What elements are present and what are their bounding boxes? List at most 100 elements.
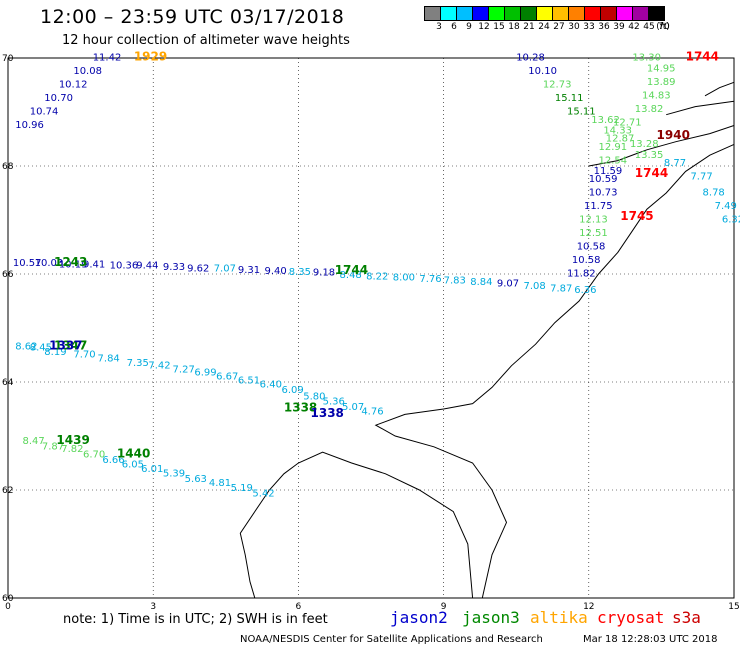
wave-height-value: 4.76 xyxy=(361,406,383,417)
wave-height-value: 12.51 xyxy=(579,228,608,239)
legend-label: 39 xyxy=(613,22,625,32)
wave-height-value: 7.82 xyxy=(61,444,83,455)
wave-height-value: 9.62 xyxy=(187,263,209,274)
wave-height-value: 15.11 xyxy=(567,107,596,118)
wave-height-value: 9.41 xyxy=(83,260,105,271)
legend-label: 42 xyxy=(628,22,640,32)
wave-height-value: 8.84 xyxy=(470,277,492,288)
wave-height-value: 5.39 xyxy=(163,469,185,480)
wave-height-value: 10.10 xyxy=(528,66,557,77)
wave-height-value: 8.77 xyxy=(664,158,686,169)
wave-height-value: 12.91 xyxy=(598,142,627,153)
wave-height-value: 10.12 xyxy=(59,80,88,91)
lat-tick-label: 64 xyxy=(2,378,14,388)
legend-label: (ft) xyxy=(656,22,670,32)
legend-altika: altika xyxy=(530,608,588,627)
wave-height-value: 6.66 xyxy=(102,455,124,466)
wave-height-value: 7.83 xyxy=(444,276,466,287)
lon-tick-label: 6 xyxy=(296,602,302,612)
wave-height-value: 14.33 xyxy=(603,126,632,137)
pass-time-label: 1347 xyxy=(54,339,87,353)
color-scale-legend xyxy=(424,6,665,21)
wave-height-value: 6.01 xyxy=(141,464,163,475)
lat-tick-label: 68 xyxy=(2,162,14,172)
wave-height-value: 7.35 xyxy=(127,358,149,369)
legend-swatch xyxy=(649,7,664,20)
lat-tick-label: 66 xyxy=(2,270,14,280)
wave-height-value: 9.18 xyxy=(313,268,335,279)
legend-label: 3 xyxy=(436,22,442,32)
lon-tick-label: 0 xyxy=(5,602,11,612)
wave-height-value: 15.11 xyxy=(555,93,584,104)
wave-height-value: 6.99 xyxy=(194,368,216,379)
map-title: 12:00 – 23:59 UTC 03/17/2018 xyxy=(40,6,345,28)
legend-label: 15 xyxy=(493,22,505,32)
wave-height-value: 10.28 xyxy=(516,53,545,64)
wave-height-value: 13.82 xyxy=(635,104,664,115)
wave-height-value: 14.95 xyxy=(647,64,676,75)
wave-height-value: 9.40 xyxy=(265,266,287,277)
wave-height-value: 8.78 xyxy=(703,188,725,199)
wave-height-value: 8.22 xyxy=(366,271,388,282)
wave-height-value: 9.33 xyxy=(163,262,185,273)
wave-height-value: 7.77 xyxy=(690,172,712,183)
legend-label: 70 xyxy=(658,22,670,32)
legend-jason3: jason3 xyxy=(462,608,520,627)
legend-swatch xyxy=(457,7,473,20)
wave-height-value: 6.67 xyxy=(216,371,238,382)
wave-height-value: 10.03 xyxy=(35,258,64,269)
coastline-segment xyxy=(666,100,735,116)
legend-swatch xyxy=(537,7,553,20)
legend-swatch xyxy=(601,7,617,20)
wave-height-value: 6.09 xyxy=(281,385,303,396)
wave-height-value: 7.70 xyxy=(73,350,95,361)
wave-height-observations: 11.42 10.08 10.12 10.70 10.74 10.96 10.28 10.10… xyxy=(13,53,740,500)
wave-height-value: 11.42 xyxy=(93,53,122,64)
wave-height-value: 10.70 xyxy=(44,93,73,104)
wave-height-value: 7.07 xyxy=(214,263,236,274)
wave-height-value: 7.87 xyxy=(550,283,572,294)
lat-tick-label: 62 xyxy=(2,486,13,496)
lon-tick-label: 3 xyxy=(150,602,156,612)
pass-time-label: 1439 xyxy=(56,433,89,447)
wave-height-value: 12.54 xyxy=(598,155,627,166)
pass-time-label: 1440 xyxy=(117,447,150,461)
wave-height-value: 10.08 xyxy=(73,66,102,77)
wave-height-value: 7.84 xyxy=(98,353,120,364)
wave-height-value: 8.19 xyxy=(44,347,66,358)
legend-swatch xyxy=(633,7,649,20)
wave-height-value: 5.80 xyxy=(303,391,325,402)
legend-label: 33 xyxy=(583,22,595,32)
wave-height-value: 12.73 xyxy=(543,80,572,91)
wave-height-value: 10.36 xyxy=(110,261,139,272)
wave-height-value: 9.44 xyxy=(136,261,158,272)
wave-height-value: 8.45 xyxy=(30,343,52,354)
legend-swatch xyxy=(553,7,569,20)
wave-height-value: 7.27 xyxy=(173,364,195,375)
wave-height-value: 13.89 xyxy=(647,77,676,88)
legend-label: 30 xyxy=(568,22,580,32)
wave-height-value: 4.81 xyxy=(209,478,231,489)
wave-height-value: 5.07 xyxy=(342,402,364,413)
legend-jason2: jason2 xyxy=(390,608,448,627)
wave-height-value: 5.36 xyxy=(323,397,345,408)
wave-height-value: 10.74 xyxy=(30,107,59,118)
credit-text: NOAA/NESDIS Center for Satellite Applica… xyxy=(240,634,543,645)
pass-time-label: 1243 xyxy=(54,255,87,269)
wave-height-value: 11.59 xyxy=(594,166,623,177)
wave-height-value: 6.32 xyxy=(722,215,740,226)
wave-height-value: 10.96 xyxy=(15,120,44,131)
generated-timestamp: Mar 18 12:28:03 UTC 2018 xyxy=(583,634,718,645)
legend-label: 45 xyxy=(643,22,655,32)
coastline-segment xyxy=(588,125,735,167)
wave-height-value: 6.40 xyxy=(260,379,282,390)
legend-label: 24 xyxy=(538,22,550,32)
wave-height-value: 10.19 xyxy=(59,260,88,271)
wave-height-value: 9.07 xyxy=(497,278,519,289)
wave-height-value: 5.19 xyxy=(231,483,253,494)
pass-time-label: 1744 xyxy=(686,50,719,64)
lat-tick-label: 70 xyxy=(2,54,14,64)
lon-tick-label: 15 xyxy=(728,602,739,612)
pass-time-label: 1940 xyxy=(657,128,690,142)
